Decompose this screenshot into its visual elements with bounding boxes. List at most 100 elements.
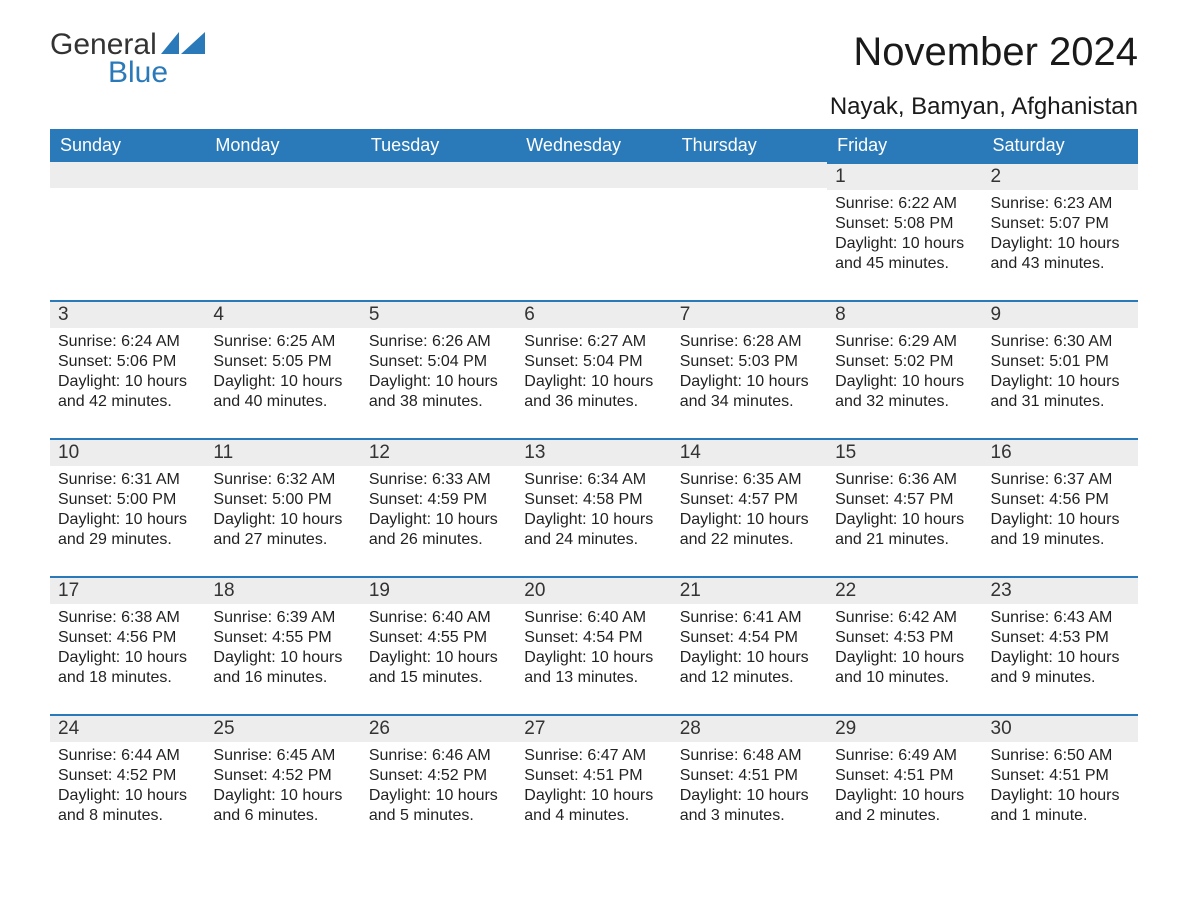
calendar-cell: 4Sunrise: 6:25 AMSunset: 5:05 PMDaylight…	[205, 300, 360, 438]
daylight-line: Daylight: 10 hours and 18 minutes.	[58, 648, 197, 688]
calendar-cell: 11Sunrise: 6:32 AMSunset: 5:00 PMDayligh…	[205, 438, 360, 576]
day-number: 9	[983, 300, 1138, 328]
calendar-cell: 7Sunrise: 6:28 AMSunset: 5:03 PMDaylight…	[672, 300, 827, 438]
sunset-line: Sunset: 5:01 PM	[991, 352, 1130, 372]
sunset-line: Sunset: 4:55 PM	[369, 628, 508, 648]
calendar-cell: 24Sunrise: 6:44 AMSunset: 4:52 PMDayligh…	[50, 714, 205, 852]
day-body: Sunrise: 6:39 AMSunset: 4:55 PMDaylight:…	[205, 604, 360, 696]
calendar-cell: 17Sunrise: 6:38 AMSunset: 4:56 PMDayligh…	[50, 576, 205, 714]
sunrise-line: Sunrise: 6:40 AM	[369, 608, 508, 628]
sunrise-line: Sunrise: 6:39 AM	[213, 608, 352, 628]
sunrise-line: Sunrise: 6:40 AM	[524, 608, 663, 628]
daylight-line: Daylight: 10 hours and 31 minutes.	[991, 372, 1130, 412]
calendar-cell: 14Sunrise: 6:35 AMSunset: 4:57 PMDayligh…	[672, 438, 827, 576]
calendar-cell: 19Sunrise: 6:40 AMSunset: 4:55 PMDayligh…	[361, 576, 516, 714]
day-number: 2	[983, 162, 1138, 190]
day-number: 25	[205, 714, 360, 742]
sunrise-line: Sunrise: 6:22 AM	[835, 194, 974, 214]
daylight-line: Daylight: 10 hours and 13 minutes.	[524, 648, 663, 688]
calendar-cell	[205, 162, 360, 300]
daylight-line: Daylight: 10 hours and 6 minutes.	[213, 786, 352, 826]
day-body: Sunrise: 6:30 AMSunset: 5:01 PMDaylight:…	[983, 328, 1138, 420]
weekday-header: Sunday	[50, 129, 205, 162]
day-number: 26	[361, 714, 516, 742]
daylight-line: Daylight: 10 hours and 24 minutes.	[524, 510, 663, 550]
calendar-cell: 16Sunrise: 6:37 AMSunset: 4:56 PMDayligh…	[983, 438, 1138, 576]
sunset-line: Sunset: 5:04 PM	[369, 352, 508, 372]
empty-daynum-bar	[516, 162, 671, 188]
sunrise-line: Sunrise: 6:35 AM	[680, 470, 819, 490]
weekday-header: Thursday	[672, 129, 827, 162]
daylight-line: Daylight: 10 hours and 9 minutes.	[991, 648, 1130, 688]
day-number: 12	[361, 438, 516, 466]
day-body: Sunrise: 6:26 AMSunset: 5:04 PMDaylight:…	[361, 328, 516, 420]
day-body: Sunrise: 6:34 AMSunset: 4:58 PMDaylight:…	[516, 466, 671, 558]
day-body: Sunrise: 6:47 AMSunset: 4:51 PMDaylight:…	[516, 742, 671, 834]
day-number: 10	[50, 438, 205, 466]
calendar-cell: 9Sunrise: 6:30 AMSunset: 5:01 PMDaylight…	[983, 300, 1138, 438]
day-body: Sunrise: 6:33 AMSunset: 4:59 PMDaylight:…	[361, 466, 516, 558]
daylight-line: Daylight: 10 hours and 45 minutes.	[835, 234, 974, 274]
weekday-header: Saturday	[983, 129, 1138, 162]
calendar-body: 1Sunrise: 6:22 AMSunset: 5:08 PMDaylight…	[50, 162, 1138, 852]
day-body: Sunrise: 6:35 AMSunset: 4:57 PMDaylight:…	[672, 466, 827, 558]
location-label: Nayak, Bamyan, Afghanistan	[830, 93, 1138, 121]
sunrise-line: Sunrise: 6:44 AM	[58, 746, 197, 766]
day-number: 8	[827, 300, 982, 328]
sunrise-line: Sunrise: 6:49 AM	[835, 746, 974, 766]
daylight-line: Daylight: 10 hours and 1 minute.	[991, 786, 1130, 826]
day-body: Sunrise: 6:49 AMSunset: 4:51 PMDaylight:…	[827, 742, 982, 834]
calendar-cell: 10Sunrise: 6:31 AMSunset: 5:00 PMDayligh…	[50, 438, 205, 576]
sunrise-line: Sunrise: 6:37 AM	[991, 470, 1130, 490]
day-body: Sunrise: 6:40 AMSunset: 4:54 PMDaylight:…	[516, 604, 671, 696]
calendar-cell: 2Sunrise: 6:23 AMSunset: 5:07 PMDaylight…	[983, 162, 1138, 300]
sunrise-line: Sunrise: 6:48 AM	[680, 746, 819, 766]
weekday-header: Tuesday	[361, 129, 516, 162]
day-body: Sunrise: 6:46 AMSunset: 4:52 PMDaylight:…	[361, 742, 516, 834]
daylight-line: Daylight: 10 hours and 29 minutes.	[58, 510, 197, 550]
sunset-line: Sunset: 4:58 PM	[524, 490, 663, 510]
day-body: Sunrise: 6:24 AMSunset: 5:06 PMDaylight:…	[50, 328, 205, 420]
sunrise-line: Sunrise: 6:34 AM	[524, 470, 663, 490]
sunrise-line: Sunrise: 6:28 AM	[680, 332, 819, 352]
sunrise-line: Sunrise: 6:32 AM	[213, 470, 352, 490]
daylight-line: Daylight: 10 hours and 34 minutes.	[680, 372, 819, 412]
day-body: Sunrise: 6:31 AMSunset: 5:00 PMDaylight:…	[50, 466, 205, 558]
daylight-line: Daylight: 10 hours and 16 minutes.	[213, 648, 352, 688]
day-body: Sunrise: 6:43 AMSunset: 4:53 PMDaylight:…	[983, 604, 1138, 696]
day-number: 24	[50, 714, 205, 742]
sunset-line: Sunset: 4:54 PM	[680, 628, 819, 648]
sunrise-line: Sunrise: 6:50 AM	[991, 746, 1130, 766]
daylight-line: Daylight: 10 hours and 42 minutes.	[58, 372, 197, 412]
day-body: Sunrise: 6:29 AMSunset: 5:02 PMDaylight:…	[827, 328, 982, 420]
daylight-line: Daylight: 10 hours and 10 minutes.	[835, 648, 974, 688]
calendar-cell: 8Sunrise: 6:29 AMSunset: 5:02 PMDaylight…	[827, 300, 982, 438]
day-body: Sunrise: 6:36 AMSunset: 4:57 PMDaylight:…	[827, 466, 982, 558]
calendar-cell: 6Sunrise: 6:27 AMSunset: 5:04 PMDaylight…	[516, 300, 671, 438]
daylight-line: Daylight: 10 hours and 12 minutes.	[680, 648, 819, 688]
daylight-line: Daylight: 10 hours and 38 minutes.	[369, 372, 508, 412]
day-number: 11	[205, 438, 360, 466]
daylight-line: Daylight: 10 hours and 27 minutes.	[213, 510, 352, 550]
day-body: Sunrise: 6:27 AMSunset: 5:04 PMDaylight:…	[516, 328, 671, 420]
day-number: 15	[827, 438, 982, 466]
day-number: 19	[361, 576, 516, 604]
day-number: 17	[50, 576, 205, 604]
calendar-cell	[50, 162, 205, 300]
day-number: 21	[672, 576, 827, 604]
empty-daynum-bar	[205, 162, 360, 188]
day-number: 1	[827, 162, 982, 190]
sunset-line: Sunset: 4:56 PM	[991, 490, 1130, 510]
calendar-cell: 3Sunrise: 6:24 AMSunset: 5:06 PMDaylight…	[50, 300, 205, 438]
day-body: Sunrise: 6:32 AMSunset: 5:00 PMDaylight:…	[205, 466, 360, 558]
calendar-row: 10Sunrise: 6:31 AMSunset: 5:00 PMDayligh…	[50, 438, 1138, 576]
day-body: Sunrise: 6:41 AMSunset: 4:54 PMDaylight:…	[672, 604, 827, 696]
sunset-line: Sunset: 4:51 PM	[991, 766, 1130, 786]
calendar-cell: 1Sunrise: 6:22 AMSunset: 5:08 PMDaylight…	[827, 162, 982, 300]
sunset-line: Sunset: 5:04 PM	[524, 352, 663, 372]
daylight-line: Daylight: 10 hours and 5 minutes.	[369, 786, 508, 826]
day-number: 14	[672, 438, 827, 466]
calendar-cell: 13Sunrise: 6:34 AMSunset: 4:58 PMDayligh…	[516, 438, 671, 576]
calendar-cell	[516, 162, 671, 300]
day-body: Sunrise: 6:40 AMSunset: 4:55 PMDaylight:…	[361, 604, 516, 696]
